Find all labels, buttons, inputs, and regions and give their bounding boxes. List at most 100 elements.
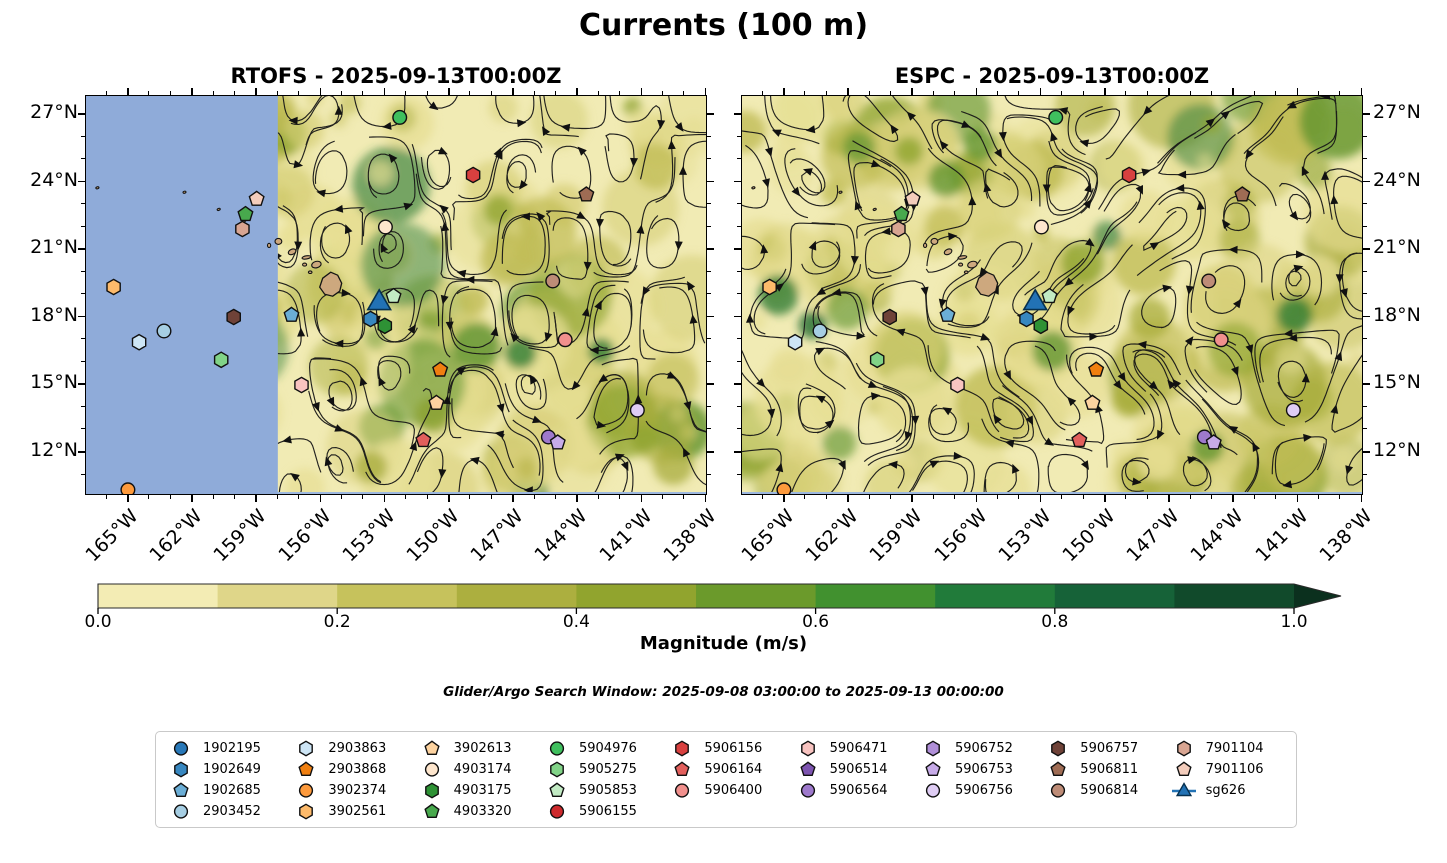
axis-tick — [1210, 91, 1212, 95]
island-speck-nw-1 — [95, 186, 100, 190]
legend-item-5906164: 5906164 — [669, 759, 794, 780]
float-marker-5906811 — [578, 186, 595, 202]
axis-tick — [169, 91, 171, 95]
legend-item-5906400: 5906400 — [669, 780, 794, 801]
axis-tick — [954, 495, 956, 499]
axis-tick — [383, 88, 386, 95]
float-marker-3902561 — [106, 278, 121, 296]
legend-label: 5905853 — [578, 783, 637, 798]
lat-tick-label: 12°N — [30, 438, 78, 461]
axis-tick — [1018, 495, 1020, 499]
axis-tick — [619, 91, 621, 95]
circle-marker-icon — [168, 740, 194, 757]
nodata-region — [85, 95, 278, 495]
axis-tick — [734, 180, 741, 183]
pentagon-marker-icon — [419, 803, 445, 820]
axis-tick — [1146, 495, 1148, 499]
float-marker-3902374 — [776, 482, 792, 495]
float-marker-7901106 — [904, 190, 921, 206]
axis-tick — [362, 495, 364, 499]
pentagon-marker-icon — [419, 740, 445, 757]
axis-tick — [1210, 495, 1212, 499]
island-oahu — [943, 248, 953, 256]
axis-tick — [233, 91, 235, 95]
island-speck-nw-3 — [216, 207, 221, 212]
axis-tick — [737, 338, 741, 340]
legend-item-3902561: 3902561 — [293, 801, 418, 822]
legend-label: 5906155 — [578, 804, 637, 819]
pentagon-marker-icon — [293, 761, 319, 778]
axis-tick — [704, 88, 707, 95]
lat-tick-label: 18°N — [30, 303, 78, 326]
axis-tick — [889, 495, 891, 499]
lat-tick-label: 27°N — [1373, 101, 1421, 123]
axis-tick — [405, 91, 407, 95]
legend-label: 5904976 — [578, 741, 637, 756]
lon-tick-label: 150°W — [402, 505, 464, 567]
legend-label: 3902374 — [328, 783, 387, 798]
float-marker-3902374 — [120, 482, 136, 495]
axis-tick — [512, 88, 514, 95]
float-marker-5906471 — [950, 376, 965, 394]
axis-tick — [1296, 88, 1299, 95]
legend-item-5906757: 5906757 — [1045, 738, 1170, 759]
axis-tick — [1339, 91, 1341, 95]
axis-tick — [1363, 360, 1367, 362]
colorbar-tick-label: 0.4 — [562, 612, 590, 632]
legend-item-4903175: 4903175 — [419, 780, 544, 801]
float-marker-3902613 — [1084, 394, 1101, 410]
axis-tick — [1363, 383, 1370, 385]
axis-tick — [319, 88, 322, 95]
lon-tick-label: 153°W — [338, 505, 400, 567]
colorbar — [97, 583, 1342, 614]
axis-tick — [975, 88, 978, 95]
axis-tick — [737, 270, 741, 272]
legend-column: 5906156 5906164 5906400 — [669, 738, 794, 827]
map-panel-rtofs — [85, 95, 707, 495]
float-marker-5905853 — [385, 287, 402, 304]
axis-tick — [737, 225, 741, 227]
float-marker-5906156 — [1121, 166, 1137, 184]
legend-label: 2903863 — [328, 741, 387, 756]
float-marker-5904976 — [1048, 109, 1064, 125]
axis-tick — [1168, 88, 1170, 95]
lon-tick-label: 147°W — [1122, 505, 1184, 567]
axis-tick — [996, 495, 998, 499]
legend-item-1902195: 1902195 — [168, 738, 293, 759]
axis-tick — [1317, 495, 1319, 499]
legend-item-4903320: 4903320 — [419, 801, 544, 822]
axis-tick — [1039, 495, 1042, 502]
axis-tick — [81, 405, 85, 407]
axis-tick — [298, 91, 300, 95]
pentagon-marker-icon — [669, 761, 695, 778]
axis-tick — [911, 88, 913, 95]
island-hawaii-big-island — [974, 271, 999, 297]
axis-tick — [847, 88, 849, 95]
axis-tick — [707, 428, 711, 430]
float-marker-4903174 — [377, 219, 393, 235]
float-marker-2903452 — [156, 323, 172, 339]
lon-tick-label: 141°W — [594, 505, 657, 567]
circle-marker-icon — [1045, 782, 1071, 799]
axis-tick — [255, 495, 257, 502]
hexagon-marker-icon — [293, 803, 319, 820]
pentagon-marker-icon — [1045, 761, 1071, 778]
hexagon-marker-icon — [669, 740, 695, 757]
axis-tick — [825, 91, 827, 95]
legend-column: 3902613 4903174 4903175 4903320 — [419, 738, 544, 827]
axis-tick — [276, 495, 278, 499]
axis-tick — [1339, 495, 1341, 499]
legend-item-2903868: 2903868 — [293, 759, 418, 780]
axis-tick — [737, 405, 741, 407]
float-marker-3902613 — [428, 394, 445, 410]
axis-tick — [426, 91, 428, 95]
axis-tick — [78, 248, 85, 250]
lon-tick-label: 165°W — [81, 505, 143, 567]
legend-column: 5906471 5906514 5906564 — [795, 738, 920, 827]
circle-marker-icon — [920, 782, 946, 799]
legend-item-5906811: 5906811 — [1045, 759, 1170, 780]
axis-tick — [191, 88, 193, 95]
float-marker-5906164 — [415, 431, 432, 448]
lon-tick-label: 141°W — [1250, 505, 1313, 567]
axis-tick — [932, 91, 934, 95]
